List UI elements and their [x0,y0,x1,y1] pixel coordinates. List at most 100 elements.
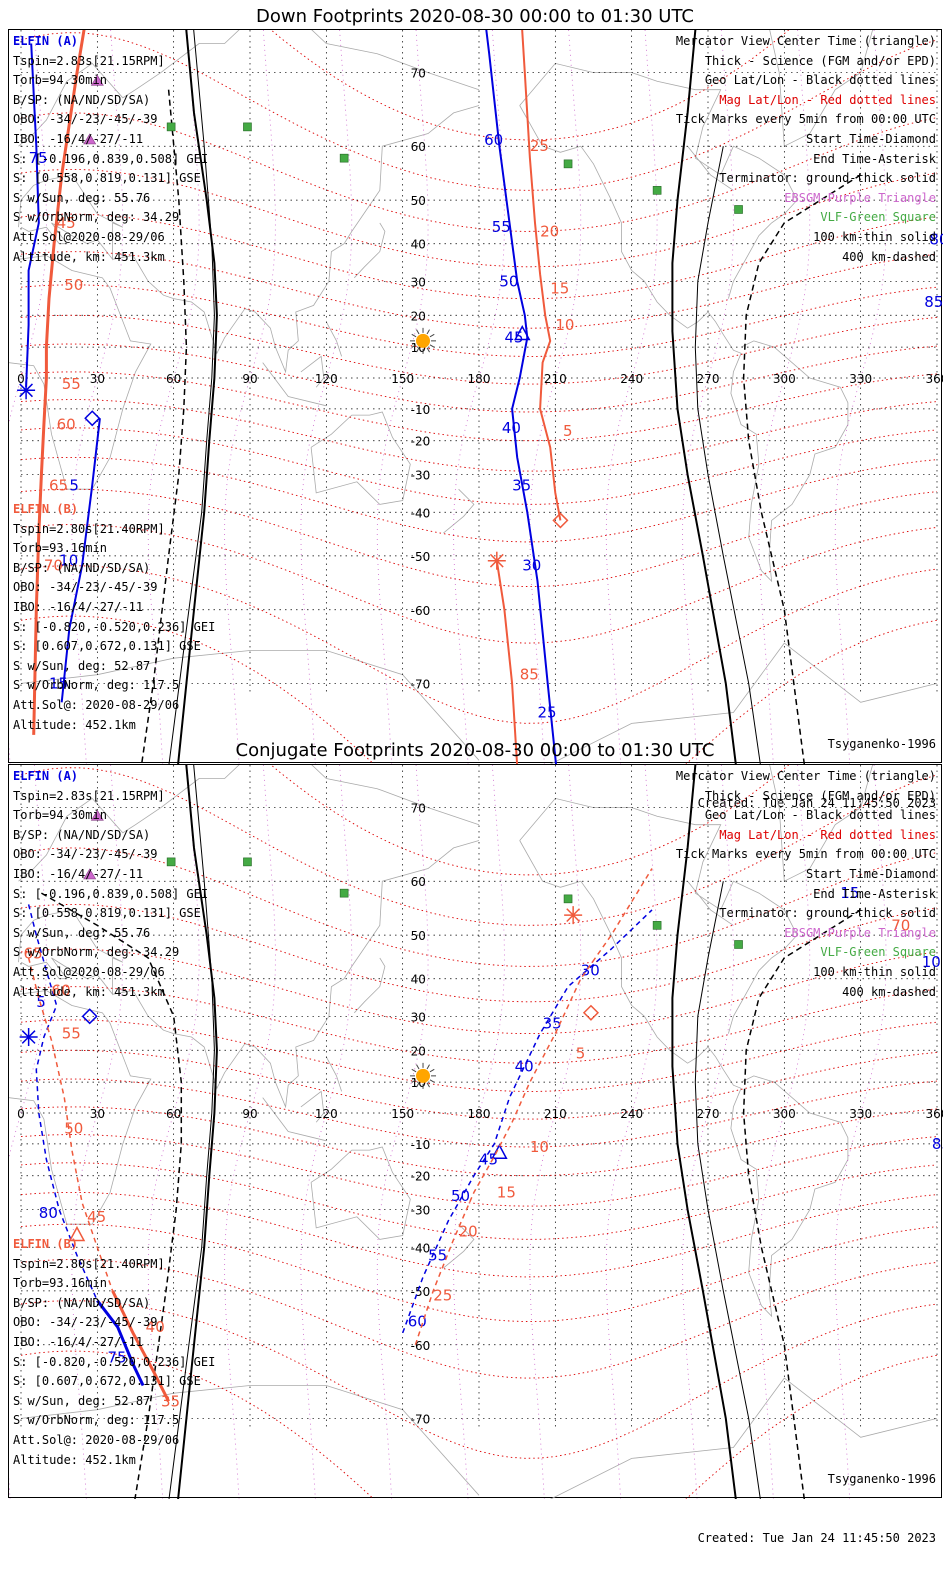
coastline-6 [354,222,386,279]
lon-tick-label: 300 [773,1107,796,1121]
lat-tick-label: 20 [411,309,426,323]
sun-ray [411,1068,417,1073]
elfin-b-info-line: Torb=93.16min [13,541,107,556]
sun-ray [416,329,420,335]
vlf-square [166,857,176,867]
lon-tick-label: 30 [90,1107,105,1121]
lat-tick-label: 50 [411,929,426,943]
vlf-square [166,122,176,132]
edge-tick-label: 15 [840,884,859,902]
tick-label: 10 [59,552,78,570]
sun-ray [429,1079,435,1083]
mag-meridian [529,30,582,764]
mag-lat-line [20,1191,938,1278]
mag-lat-line [20,948,938,1035]
tick-label: 5 [69,476,79,494]
tick-label: 50 [64,276,83,294]
footprint-track [60,418,101,703]
lon-tick-label: 120 [315,1107,338,1121]
sun-disc [416,1068,431,1083]
terminator-line [168,765,215,1499]
tick-label: 50 [64,1119,83,1137]
elfin-a-info-line: IBO: -16/4/-27/-11 [13,131,144,146]
mag-meridian [147,30,200,764]
coastline-15 [549,1377,938,1499]
lon-tick-label: 240 [620,372,643,386]
ebsgm-triangle [90,809,104,821]
footprint-track [521,30,562,521]
legend-line: Geo Lat/Lon - Black dotted lines [704,808,936,823]
terminator-line [742,909,862,1499]
lon-tick-label: 330 [849,1107,872,1121]
elfin-b-info-line: S: [0.607,0.672,0.131] GSE [13,1374,201,1389]
elfin-a-info-line: Tspin=2.83s[21.15RPM] [13,788,165,803]
legend-line: 100 km-thin solid [813,229,936,244]
mag-lat-line [20,565,938,724]
tick-label: 50 [451,1187,470,1205]
tick-label: 55 [428,1246,447,1264]
elfin-b-info-line: Altitude: 452.1km [13,717,136,732]
elfin-a-info-line: Altitude, km: 451.3km [13,984,165,999]
edge-tick-label: 10 [922,953,941,971]
elfin-b-info-line: B/SP: (NA/ND/SD/SA) [13,1295,151,1310]
lat-tick-label: -70 [411,677,431,691]
mag-meridian [376,765,429,1499]
start-diamond [84,410,101,427]
mag-meridian [682,30,734,764]
legend-line: Terminator: ground-thick solid [719,906,936,921]
tick-label: 35 [512,476,531,494]
footer-bottom: Tsyganenko-1996 Created: Tue Jan 24 11:4… [698,1431,936,1588]
vlf-square [652,921,662,930]
mag-lat-line [20,284,938,357]
terminator-line [742,174,862,764]
elfin-a-info-line: S w/OrbNorm, deg: 34.29 [13,945,180,960]
mag-lat-line [270,30,790,141]
mag-lat-line [20,343,938,413]
panel-title-down: Down Footprints 2020-08-30 00:00 to 01:3… [256,6,694,27]
lat-tick-label: 40 [411,238,426,252]
center-triangle [491,1143,508,1160]
lon-tick-label: 60 [166,1107,181,1121]
sun-ray [426,329,430,335]
vlf-square [243,857,252,867]
coastline-3 [112,105,480,374]
edge-tick-label: 85 [932,1135,943,1153]
lon-tick-label: 210 [544,1107,567,1121]
end-asterisk [17,381,36,400]
elfin-a-info-line: Att.Sol@2020-08-29/06 [13,229,165,244]
sun-disc [416,333,431,348]
elfin-b-info-line: ELFIN (B) [13,502,79,516]
terminator-line [41,892,183,1499]
edge-tick-label: 80 [929,231,943,249]
lon-tick-label: 270 [697,1107,720,1121]
legend-line: 400 km-dashed [842,249,936,264]
elfin-b-info-line: S: [-0.820,-0.520,0.236] GEI [13,1354,216,1369]
legend-line: End Time-Asterisk [813,151,936,166]
coastline-7 [325,321,342,357]
legend-line: EBSGM-Purple Triangle [784,190,936,205]
elfin-a-info-top: ELFIN (A) Tspin=2.83s[21.15RPM] Torb=94.30… [13,32,208,267]
elfin-b-info-line: B/SP: (NA/ND/SD/SA) [13,560,151,575]
legend-line: VLF-Green Square [820,945,936,960]
elfin-a-info-line: OBO: -34/-23/-45/-39 [13,112,158,127]
terminator-line [671,30,737,764]
elfin-b-info-line: S: [0.607,0.672,0.131] GSE [13,639,201,654]
vlf-square [734,205,743,214]
tick-label: 40 [502,419,521,437]
coastline-12 [519,62,798,299]
mag-meridian [224,765,276,1499]
lat-tick-label: -50 [411,1285,431,1299]
mag-lat-line [20,524,938,644]
created-label: Created: Tue Jan 24 11:45:50 2023 [697,1530,936,1545]
tick-label: 80 [39,1204,58,1222]
tick-label: 40 [146,1318,165,1336]
mag-meridian [300,765,353,1499]
coastline-10 [769,30,873,147]
elfin-b-info-line: S w/Sun, deg: 52.87 [13,658,151,673]
lon-tick-label: 180 [468,1107,491,1121]
tick-label: 75 [108,1348,127,1366]
vlf-square [339,888,349,898]
legend-line: 400 km-dashed [842,984,936,999]
coastline-1 [9,255,152,490]
asterisk-ray [489,553,504,568]
